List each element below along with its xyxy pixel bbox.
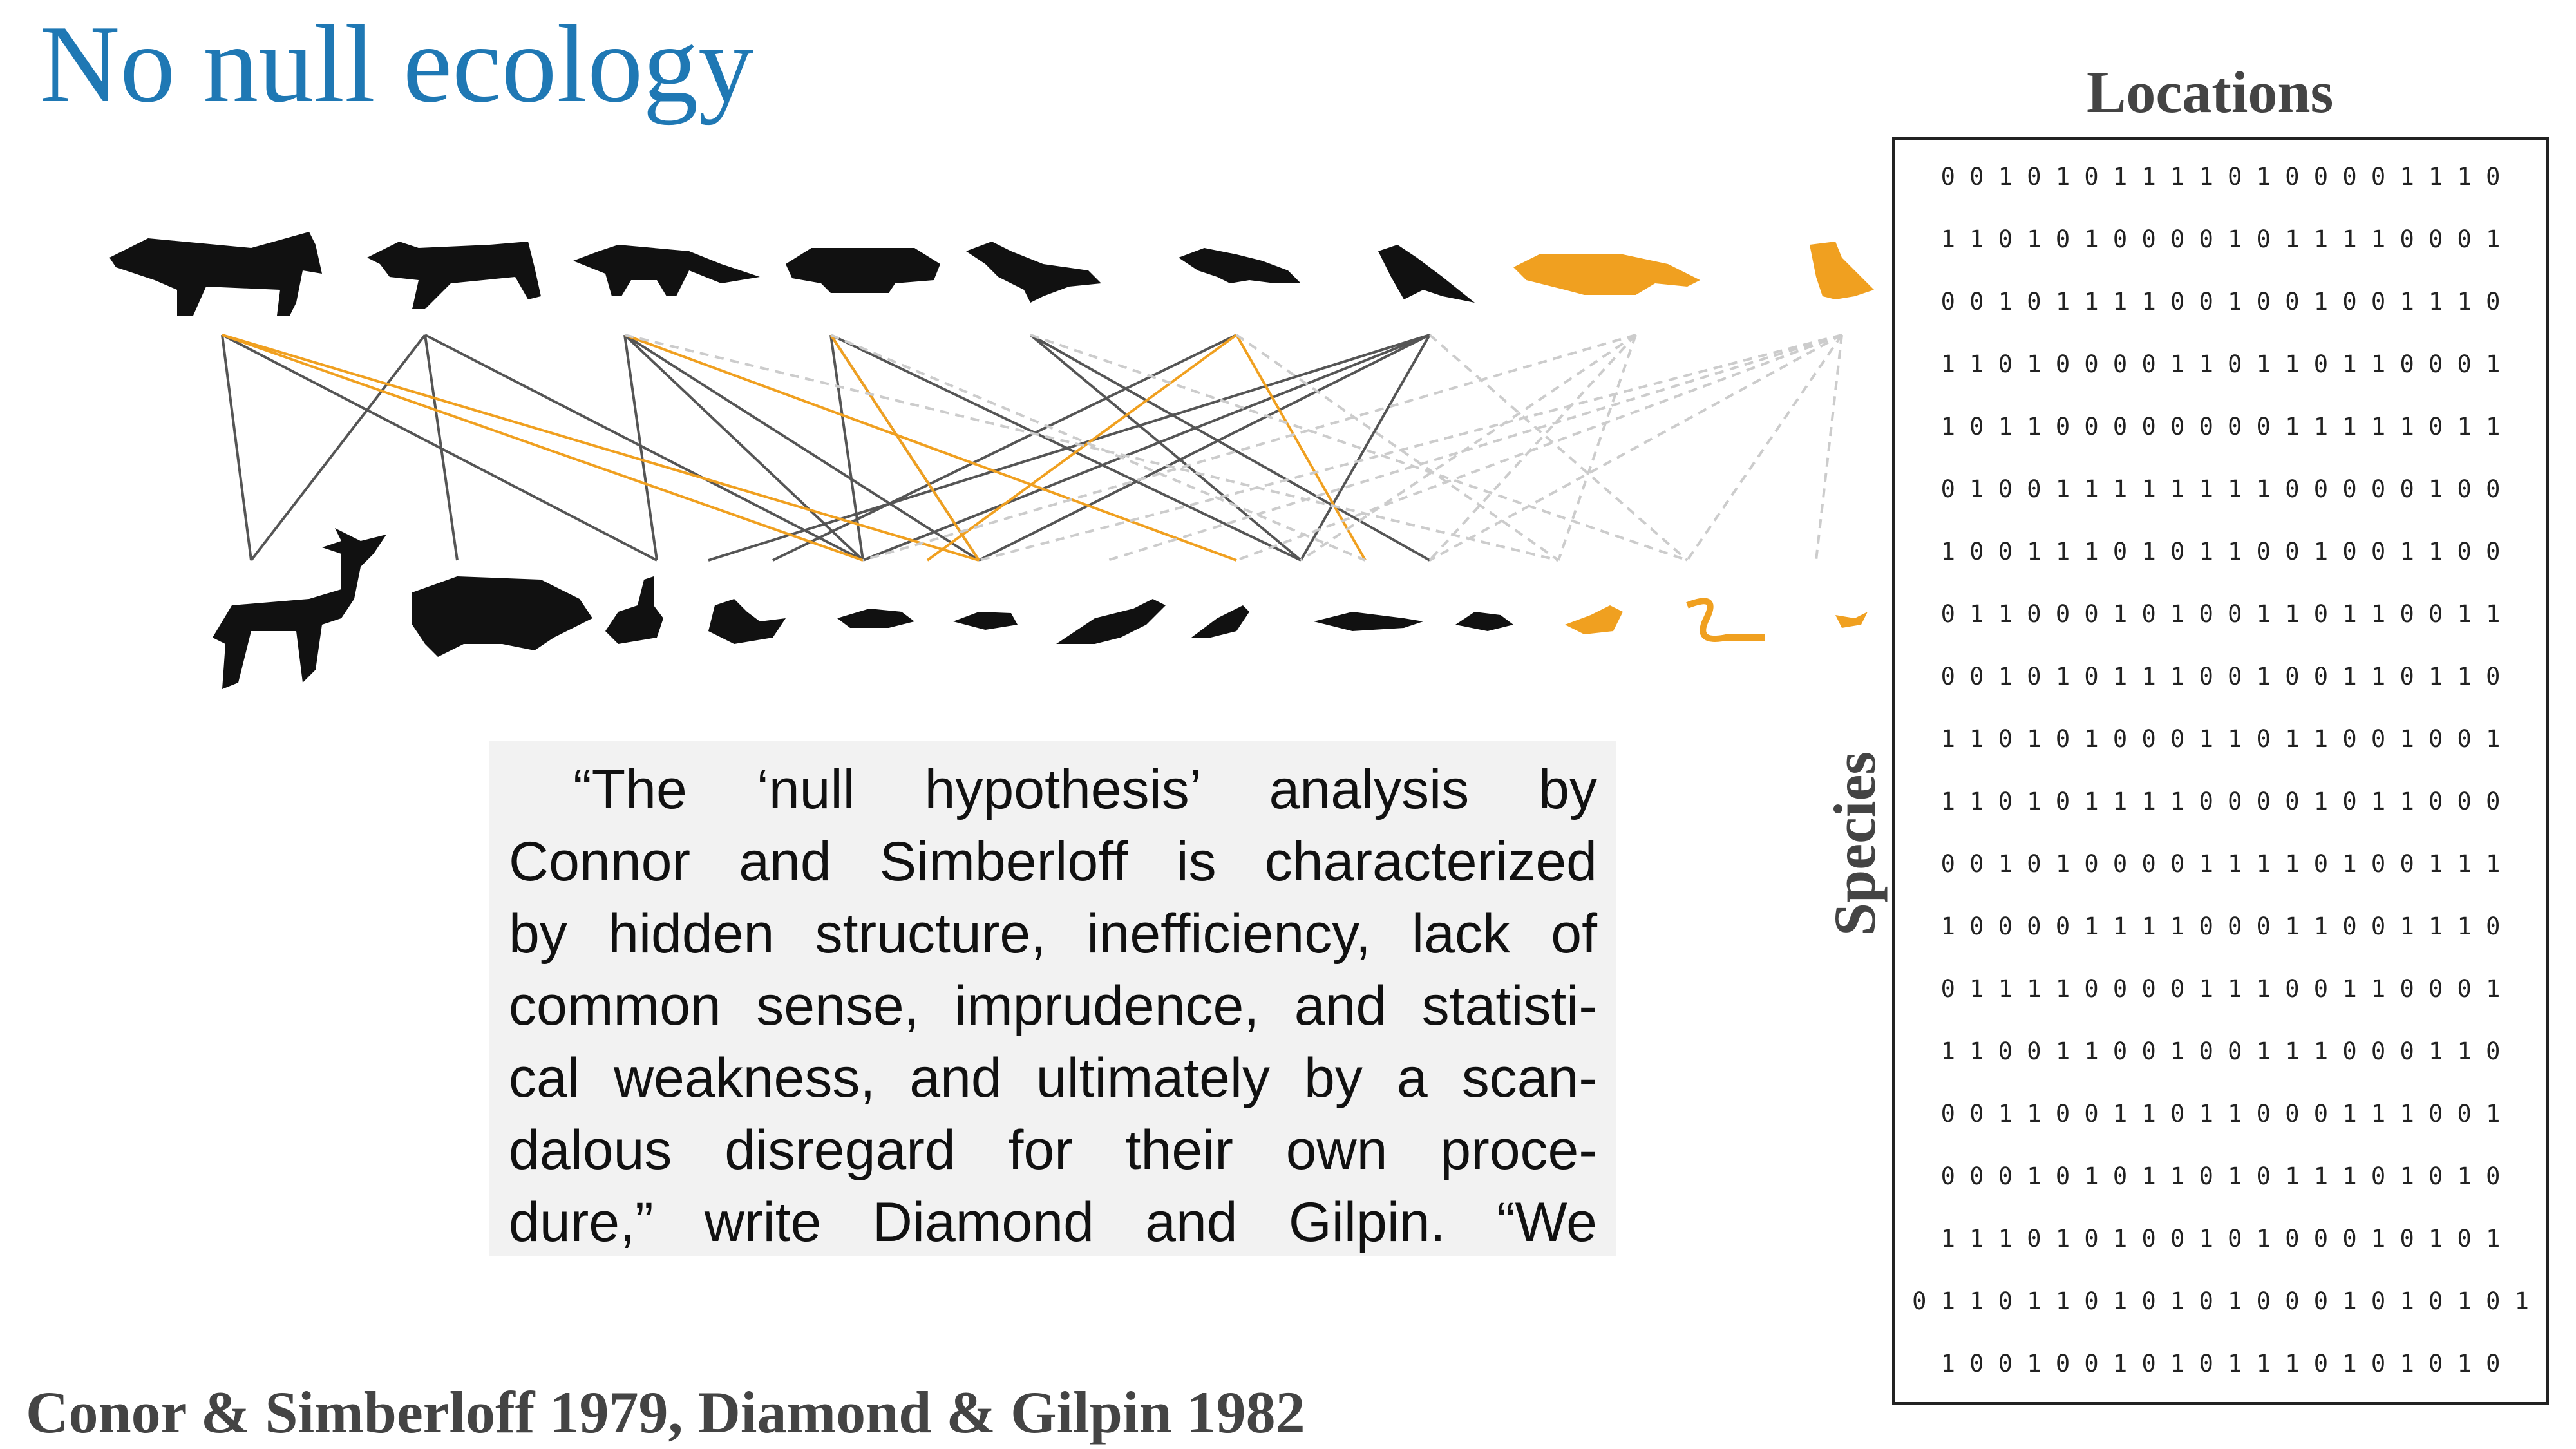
matrix-row: 0 0 1 0 1 0 1 1 1 1 0 1 0 0 0 0 1 1 1 0 bbox=[1940, 163, 2501, 191]
quote-line: Connor and Simberloff is characterized bbox=[509, 831, 1597, 893]
matrix-row: 0 1 0 0 1 1 1 1 1 1 1 1 0 0 0 0 0 1 0 0 bbox=[1940, 475, 2501, 503]
matrix-row: 0 1 1 0 0 0 1 0 1 0 0 1 1 0 1 1 0 0 1 1 bbox=[1940, 600, 2501, 628]
locations-label: Locations bbox=[2087, 59, 2334, 125]
quote-excerpt: “The ‘null hypothesis’ analysis by Conno… bbox=[489, 741, 1616, 1256]
marten-icon bbox=[966, 242, 1101, 303]
quote-line: dure,” write Diamond and Gilpin. “We bbox=[509, 1191, 1597, 1253]
quote-line: cal weakness, and ultimately by a scan- bbox=[509, 1047, 1597, 1109]
matrix-row: 1 1 0 1 0 1 1 1 1 0 0 0 0 1 0 1 1 0 0 0 bbox=[1940, 788, 2501, 815]
frog-icon bbox=[1455, 612, 1513, 631]
raven-icon bbox=[1378, 245, 1475, 303]
wolf-icon bbox=[109, 232, 322, 316]
food-web-diagram bbox=[39, 219, 1880, 721]
web-links bbox=[221, 334, 1843, 562]
quote-line: by hidden structure, inefficiency, lack … bbox=[509, 903, 1597, 965]
quote-line: “The ‘null hypothesis’ analysis by bbox=[573, 759, 1597, 820]
matrix-row: 1 1 0 1 0 0 0 0 1 1 0 1 1 0 1 1 0 0 0 1 bbox=[1940, 350, 2501, 378]
wolverine-icon bbox=[1513, 254, 1700, 295]
matrix-row: 1 1 0 1 0 1 0 0 0 1 1 0 1 1 0 0 1 0 0 1 bbox=[1940, 725, 2501, 753]
matrix-row: 1 1 0 1 0 1 0 0 0 0 1 0 1 1 1 1 0 0 0 1 bbox=[1940, 225, 2501, 253]
squirrel-icon bbox=[708, 599, 786, 644]
matrix-row: 1 0 0 0 0 1 1 1 1 0 0 0 1 1 0 0 1 1 1 0 bbox=[1940, 913, 2501, 940]
matrix-row: 1 0 0 1 0 0 1 0 1 0 1 1 1 0 1 0 1 0 1 0 bbox=[1940, 1350, 2501, 1378]
matrix-row: 0 0 1 1 0 0 1 1 0 1 1 0 0 0 1 1 1 0 0 1 bbox=[1940, 1100, 2501, 1128]
matrix-row: 1 0 1 1 0 0 0 0 0 0 0 0 1 1 1 1 1 0 1 1 bbox=[1940, 413, 2501, 440]
fox-icon bbox=[573, 245, 760, 296]
quote-line: dalous disregard for their own proce- bbox=[509, 1119, 1597, 1181]
shrew-icon bbox=[953, 612, 1018, 630]
vole-icon bbox=[837, 609, 914, 628]
boar-icon bbox=[412, 576, 592, 657]
eagle-icon bbox=[1810, 242, 1874, 299]
citation: Conor & Simberloff 1979, Diamond & Gilpi… bbox=[26, 1379, 1305, 1445]
lynx-icon bbox=[367, 242, 541, 309]
snake-icon bbox=[1686, 598, 1765, 642]
matrix-row: 0 1 1 1 1 0 0 0 0 1 1 1 0 0 1 1 0 0 0 1 bbox=[1940, 975, 2501, 1003]
fish-icon bbox=[1314, 612, 1423, 631]
matrix-row: 1 1 1 0 1 0 1 0 0 1 0 1 0 0 0 1 0 1 0 1 bbox=[1940, 1225, 2501, 1253]
stoat-icon bbox=[1179, 248, 1301, 283]
matrix-row: 0 0 1 0 1 0 0 0 0 1 1 1 1 0 1 0 0 1 1 1 bbox=[1940, 850, 2501, 878]
matrix-row: 0 0 0 1 0 1 0 1 1 0 1 0 1 1 1 0 1 0 1 0 bbox=[1940, 1162, 2501, 1190]
matrix-row: 1 0 0 1 1 1 0 1 0 1 1 0 0 1 0 0 1 1 0 0 bbox=[1940, 538, 2501, 565]
quote-line: common sense, imprudence, and statisti- bbox=[509, 975, 1597, 1037]
badger-icon bbox=[786, 248, 940, 293]
insect-icon bbox=[1835, 612, 1868, 628]
matrix-row: 0 0 1 0 1 1 1 1 0 0 1 0 0 1 0 0 1 1 1 0 bbox=[1940, 288, 2501, 316]
songbird-icon bbox=[1191, 605, 1249, 638]
crow-icon bbox=[1056, 599, 1166, 644]
species-label: Species bbox=[1822, 751, 1888, 936]
matrix-row: 1 1 0 0 1 1 0 0 1 0 0 1 1 1 0 0 0 1 1 0 bbox=[1940, 1037, 2501, 1065]
matrix-row: 0 0 1 0 1 0 1 1 1 0 0 1 0 0 1 1 0 1 1 0 bbox=[1940, 663, 2501, 690]
slide-title: No null ecology bbox=[40, 3, 754, 126]
matrix-row: 0 1 1 0 1 1 0 1 0 1 0 1 0 0 0 1 0 1 0 1 … bbox=[1912, 1287, 2529, 1315]
small-bird-icon bbox=[1565, 605, 1623, 634]
deer-icon bbox=[213, 528, 386, 689]
presence-absence-matrix: 0 0 1 0 1 0 1 1 1 1 0 1 0 0 0 0 1 1 1 0 … bbox=[1892, 137, 2549, 1405]
hare-icon bbox=[605, 576, 663, 644]
